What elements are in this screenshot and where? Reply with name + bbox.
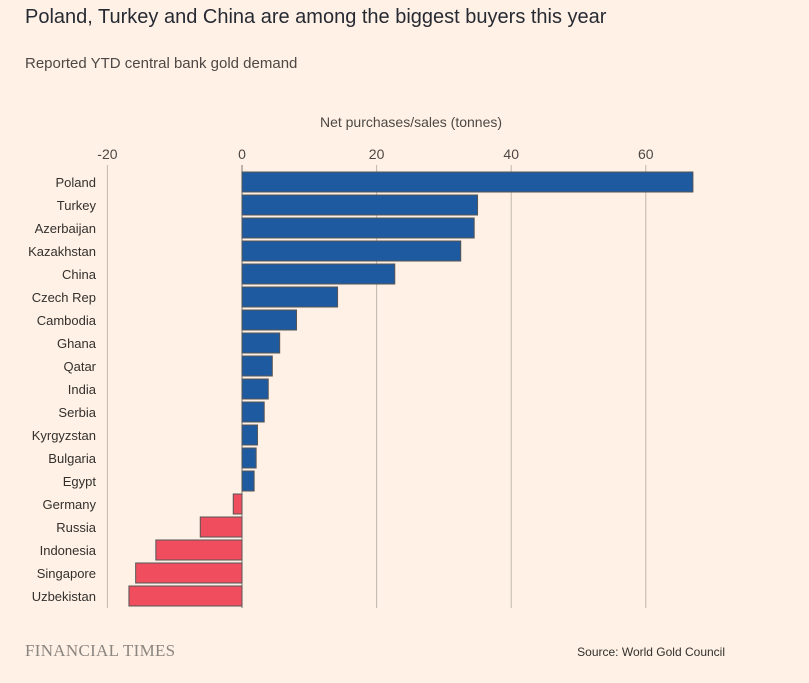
bar-germany [232, 493, 243, 515]
x-axis-ticks: -20 0 20 40 60 [97, 146, 654, 162]
chart-subtitle: Reported YTD central bank gold demand [25, 55, 298, 72]
category-labels: Poland Turkey Azerbaijan Kazakhstan China Cze… [28, 175, 97, 604]
x-tick-label: 0 [238, 146, 246, 162]
category-label: Russia [56, 520, 97, 535]
category-label: China [62, 267, 97, 282]
category-label: Ghana [57, 336, 97, 351]
chart-title: Poland, Turkey and China are among the b… [25, 6, 607, 28]
bar-uzbekistan [128, 585, 243, 607]
bar-russia [199, 516, 243, 538]
category-label: Germany [43, 497, 97, 512]
bar-china [241, 263, 396, 285]
bar-ghana [241, 332, 281, 354]
bar-kazakhstan [241, 240, 462, 262]
bar-czech-rep [241, 286, 339, 308]
category-label: Kyrgyzstan [32, 428, 96, 443]
bar-qatar [241, 355, 273, 377]
x-tick-label: 60 [638, 146, 654, 162]
category-label: Singapore [37, 566, 96, 581]
x-axis-label: Net purchases/sales (tonnes) [320, 114, 502, 130]
bar-azerbaijan [241, 217, 475, 239]
bar-indonesia [155, 539, 243, 561]
bar-india [241, 378, 269, 400]
source-note: Source: World Gold Council [577, 645, 725, 659]
category-label: Serbia [58, 405, 96, 420]
category-label: Turkey [57, 198, 97, 213]
category-label: India [68, 382, 97, 397]
x-tick-label: 20 [369, 146, 385, 162]
bar-turkey [241, 194, 479, 216]
bar-poland [241, 171, 694, 193]
category-label: Kazakhstan [28, 244, 96, 259]
category-label: Qatar [63, 359, 96, 374]
category-label: Bulgaria [48, 451, 96, 466]
category-label: Poland [56, 175, 96, 190]
x-tick-label: 40 [503, 146, 519, 162]
category-label: Indonesia [40, 543, 97, 558]
bar-egypt [241, 470, 255, 492]
bar-singapore [135, 562, 243, 584]
bar-serbia [241, 401, 265, 423]
bars [128, 171, 694, 607]
category-label: Azerbaijan [35, 221, 96, 236]
bar-cambodia [241, 309, 298, 331]
bar-kyrgyzstan [241, 424, 258, 446]
category-label: Uzbekistan [32, 589, 96, 604]
x-tick-label: -20 [97, 146, 117, 162]
bar-bulgaria [241, 447, 257, 469]
category-label: Cambodia [37, 313, 97, 328]
category-label: Egypt [63, 474, 97, 489]
category-label: Czech Rep [32, 290, 96, 305]
ft-logo: FINANCIAL TIMES [25, 641, 176, 660]
